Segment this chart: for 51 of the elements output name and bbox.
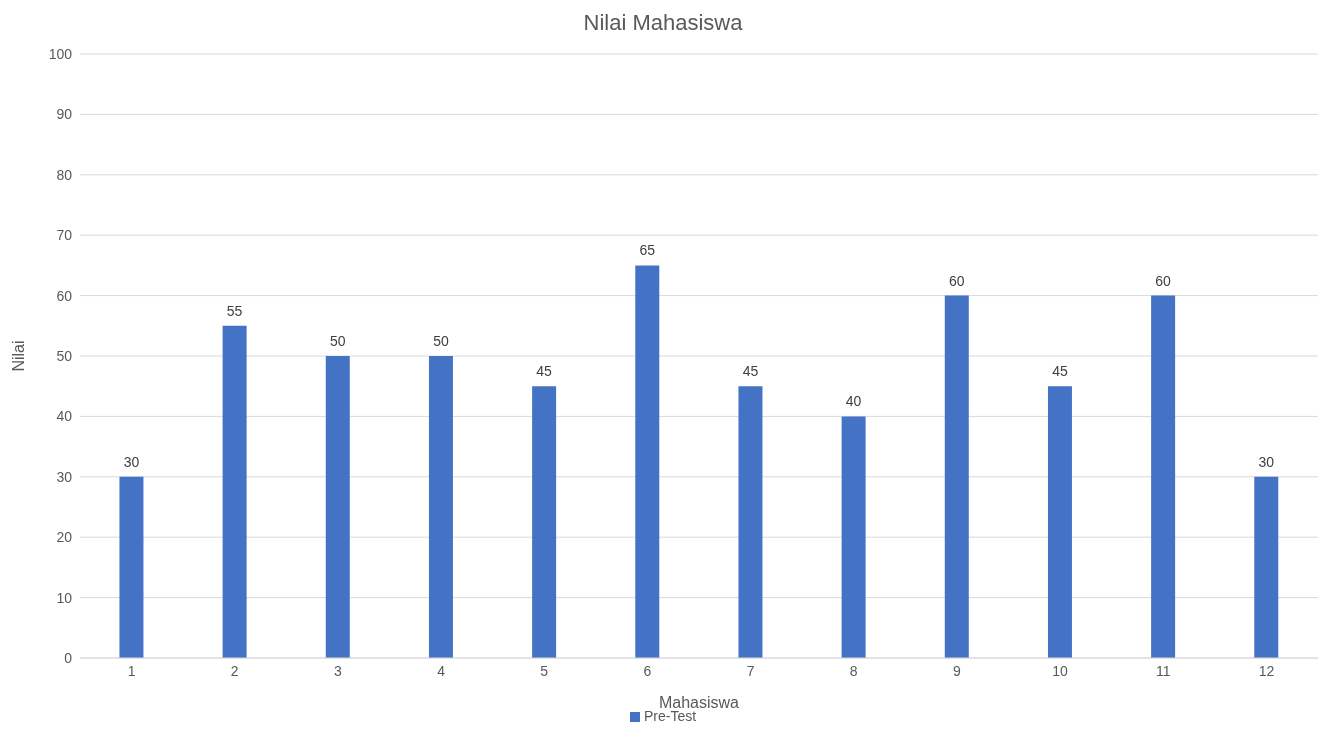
- x-axis-title: Mahasiswa: [658, 694, 740, 711]
- data-label: 55: [226, 302, 243, 319]
- legend-label: Pre-Test: [643, 708, 697, 724]
- x-tick-label: 3: [334, 662, 343, 679]
- y-tick-label: 100: [48, 45, 73, 62]
- data-label: 45: [536, 363, 553, 380]
- x-tick-label: 7: [746, 662, 755, 679]
- y-tick-label: 90: [56, 106, 73, 123]
- y-tick-label: 70: [56, 227, 73, 244]
- data-label: 65: [639, 242, 656, 259]
- bar: [738, 386, 763, 658]
- bar: [1151, 295, 1176, 658]
- y-axis-title: Nilai: [9, 340, 27, 372]
- data-label: 30: [1258, 453, 1275, 470]
- y-tick-label: 20: [56, 529, 73, 546]
- bar: [1047, 386, 1072, 658]
- bar: [532, 386, 557, 658]
- x-tick-label: 9: [953, 662, 962, 679]
- x-tick-label: 6: [643, 662, 652, 679]
- data-label: 50: [433, 333, 449, 349]
- bar: [325, 356, 350, 658]
- bar: [841, 416, 866, 658]
- y-tick-label: 0: [64, 649, 73, 666]
- data-label: 45: [1052, 363, 1068, 380]
- data-label: 45: [742, 363, 759, 380]
- y-tick-label: 10: [56, 589, 73, 606]
- bar: [428, 356, 453, 658]
- x-tick-label: 4: [437, 662, 446, 679]
- data-label: 40: [845, 393, 862, 410]
- chart-title: Nilai Mahasiswa: [582, 9, 744, 37]
- x-tick-label: 1: [127, 662, 136, 679]
- bar: [944, 295, 969, 658]
- y-tick-label: 40: [56, 408, 73, 425]
- data-label: 30: [123, 453, 140, 470]
- x-tick-label: 2: [230, 662, 239, 679]
- bar: [222, 325, 247, 658]
- data-label: 60: [948, 272, 965, 289]
- bar: [1254, 476, 1279, 658]
- data-label: 60: [1155, 272, 1172, 289]
- data-label: 50: [329, 333, 346, 349]
- x-tick-label: 8: [849, 662, 858, 679]
- y-tick-label: 60: [56, 287, 73, 304]
- bar: [119, 476, 144, 658]
- y-tick-label: 80: [56, 166, 73, 183]
- x-tick-label: 5: [540, 662, 549, 679]
- y-tick-label: 50: [56, 347, 73, 364]
- x-tick-label: 10: [1052, 662, 1069, 679]
- bar: [635, 265, 660, 658]
- x-tick-label: 11: [1155, 662, 1171, 679]
- y-tick-label: 30: [56, 468, 73, 485]
- x-tick-label: 12: [1258, 662, 1275, 679]
